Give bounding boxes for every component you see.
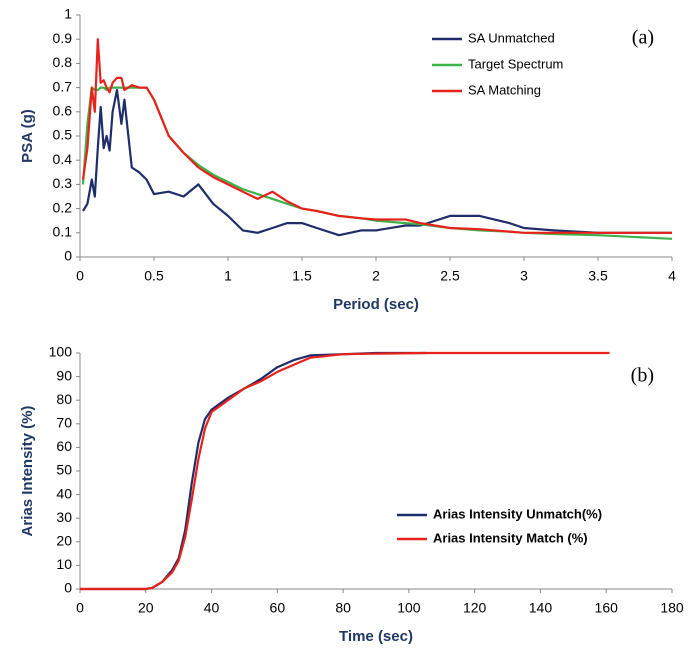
- y-tick-label: 0.6: [53, 103, 73, 119]
- legend-label: SA Matching: [468, 82, 541, 97]
- x-tick-label: 0: [76, 600, 84, 616]
- data-line: [81, 86, 673, 240]
- y-tick-label: 100: [49, 344, 73, 360]
- y-tick-label: 20: [56, 533, 72, 549]
- y-tick-label: 70: [56, 415, 72, 431]
- x-tick-label: 120: [463, 600, 487, 616]
- x-tick-label: 2: [372, 268, 380, 284]
- y-tick-label: 1: [64, 6, 72, 22]
- y-tick-label: 0.3: [53, 175, 73, 191]
- legend-label: Target Spectrum: [468, 56, 563, 71]
- y-tick-label: 0: [64, 580, 72, 596]
- x-tick-label: 160: [595, 600, 619, 616]
- x-tick-label: 4: [668, 268, 676, 284]
- x-tick-label: 60: [270, 600, 286, 616]
- x-tick-label: 140: [529, 600, 553, 616]
- y-tick-label: 0: [64, 248, 72, 264]
- x-tick-label: 3.5: [588, 268, 608, 284]
- y-tick-label: 0.2: [53, 199, 73, 215]
- y-tick-label: 0.7: [53, 78, 73, 94]
- y-tick-label: 0.9: [53, 30, 73, 46]
- y-tick-label: 40: [56, 485, 72, 501]
- data-line: [80, 351, 426, 591]
- y-tick-label: 80: [56, 391, 72, 407]
- legend-label: SA Unmatched: [468, 30, 555, 45]
- x-tick-label: 100: [397, 600, 421, 616]
- y-tick-label: 0.1: [53, 224, 73, 240]
- annotation: (a): [632, 27, 654, 49]
- x-tick-label: 1: [224, 268, 232, 284]
- x-tick-label: 1.5: [292, 268, 312, 284]
- x-tick-label: 3: [520, 268, 528, 284]
- y-tick-label: 0.5: [53, 127, 73, 143]
- y-tick-label: 60: [56, 438, 72, 454]
- y-tick-label: 30: [56, 509, 72, 525]
- x-tick-label: 0.5: [144, 268, 164, 284]
- y-tick-label: 50: [56, 462, 72, 478]
- x-tick-label: 180: [660, 600, 684, 616]
- annotation: (b): [631, 365, 654, 387]
- y-tick-label: 90: [56, 367, 72, 383]
- y-tick-label: 0.4: [53, 151, 73, 167]
- legend-label: Arias Intensity Unmatch(%): [433, 506, 602, 521]
- x-tick-label: 40: [204, 600, 220, 616]
- x-tick-label: 2.5: [440, 268, 460, 284]
- y-tick-label: 0.8: [53, 54, 73, 70]
- y-tick-label: 10: [56, 556, 72, 572]
- legend-label: Arias Intensity Match (%): [433, 530, 588, 545]
- y-axis-title: Arias Intensity (%): [19, 406, 36, 537]
- data-line: [82, 88, 672, 237]
- x-axis-title: Time (sec): [339, 628, 413, 645]
- x-axis-title: Period (sec): [333, 296, 419, 313]
- data-line: [80, 351, 610, 591]
- x-tick-label: 80: [335, 600, 351, 616]
- x-tick-label: 0: [76, 268, 84, 284]
- data-line: [81, 38, 672, 234]
- x-tick-label: 20: [138, 600, 154, 616]
- y-axis-title: PSA (g): [19, 109, 36, 163]
